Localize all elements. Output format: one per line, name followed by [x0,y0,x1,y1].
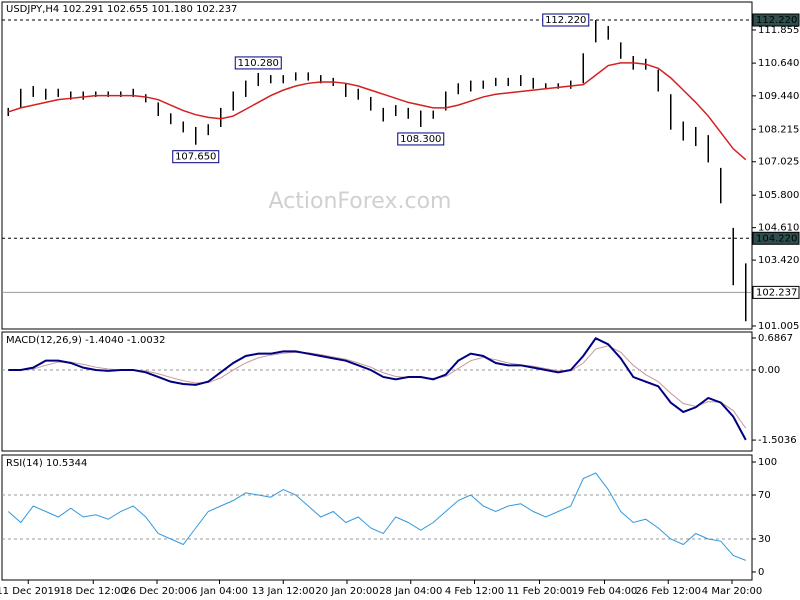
annotation-label: 108.300 [400,134,441,145]
level-label: 102.237 [756,287,797,298]
y-tick-label: -1.5036 [758,435,797,446]
watermark: ActionForex.com [269,189,452,214]
macd-line [8,337,747,441]
x-tick-label: 28 Jan 04:00 [379,586,442,597]
y-tick-label: 104.610 [758,223,799,234]
y-tick-label: 107.025 [758,157,799,168]
y-tick-label: 111.855 [758,25,799,36]
y-tick-label: 0.00 [758,365,780,376]
x-tick-label: 18 Dec 12:00 [60,586,127,597]
y-tick-label: 101.005 [758,321,799,332]
annotation-label: 112.220 [545,15,586,26]
macd-panel [1,331,753,452]
x-tick-label: 11 Dec 2019 [0,586,60,597]
annotation-box [172,150,220,164]
y-tick-label: 70 [758,490,771,501]
y-tick-label: 100 [758,457,777,468]
x-tick-label: 11 Feb 20:00 [507,586,573,597]
signal-line [8,345,747,429]
x-tick-label: 4 Feb 12:00 [445,586,504,597]
level-label: 112.220 [756,15,797,26]
y-tick-label: 0.6867 [758,333,793,344]
x-tick-label: 4 Mar 20:00 [702,586,762,597]
annotation-label: 110.280 [238,58,279,69]
price-panel [1,1,753,330]
level-box [752,231,800,245]
y-tick-label: 108.215 [758,124,799,135]
x-tick-label: 26 Dec 20:00 [123,586,190,597]
level-box [752,285,800,299]
y-tick-label: 30 [758,534,771,545]
x-tick-label: 19 Feb 04:00 [572,586,638,597]
x-tick-label: 13 Jan 12:00 [252,586,315,597]
x-tick-label: 6 Jan 04:00 [191,586,248,597]
rsi-label: RSI(14) 10.5344 [6,458,87,469]
ma-line [8,62,747,161]
x-tick-label: 26 Feb 12:00 [635,586,701,597]
annotation-box [397,132,445,146]
y-tick-label: 0 [758,567,764,578]
chart-title: USDJPY,H4 102.291 102.655 101.180 102.23… [6,4,237,15]
y-tick-label: 109.440 [758,91,799,102]
annotation-box [542,13,590,27]
rsi-line [7,472,746,561]
annotation-label: 107.650 [175,152,216,163]
annotation-box [234,56,282,70]
macd-label: MACD(12,26,9) -1.4040 -1.0032 [6,335,166,346]
level-box [752,13,800,27]
rsi-panel [1,454,753,581]
y-tick-label: 110.640 [758,58,799,69]
y-tick-label: 105.800 [758,190,799,201]
y-tick-label: 103.420 [758,255,799,266]
level-label: 104.220 [756,233,797,244]
x-tick-label: 20 Jan 20:00 [315,586,378,597]
